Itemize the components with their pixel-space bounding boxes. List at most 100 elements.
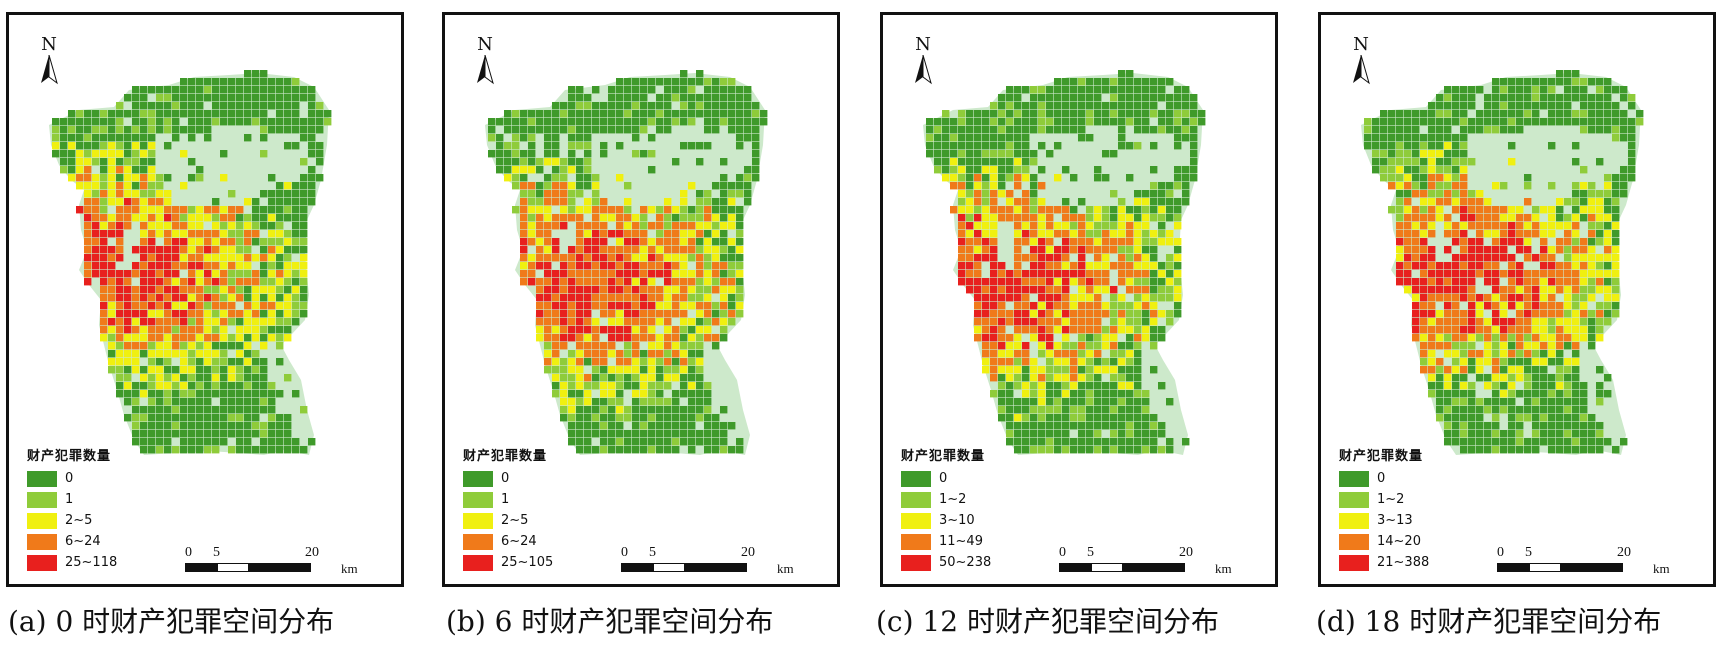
legend-label: 6~24	[501, 534, 537, 549]
legend-item: 0	[1339, 468, 1429, 489]
legend-label: 0	[65, 471, 74, 486]
scale-tick-label: 0	[185, 545, 192, 560]
choropleth-map	[49, 70, 332, 455]
scale-segment	[1059, 563, 1091, 572]
north-arrow: N	[1349, 35, 1373, 89]
legend-item: 14~20	[1339, 531, 1429, 552]
scale-bar: 0 5 20 km	[1059, 545, 1232, 576]
legend-swatch	[901, 491, 931, 508]
scale-segment	[653, 563, 685, 572]
legend-item: 25~118	[27, 552, 117, 573]
legend-swatch	[463, 554, 493, 571]
legend-swatch	[901, 512, 931, 529]
scale-tick-label: 20	[305, 545, 319, 560]
map-panel-d: N 财产犯罪数量 0 1~2 3~13 14~20 21~388 0 5 20 km	[1318, 12, 1716, 587]
north-arrow-icon	[1353, 54, 1370, 85]
scale-tick-label: 20	[741, 545, 755, 560]
legend-swatch	[463, 512, 493, 529]
north-arrow-icon	[477, 54, 494, 85]
legend-label: 14~20	[1377, 534, 1421, 549]
scale-segment	[621, 563, 653, 572]
legend: 财产犯罪数量 0 1~2 3~13 14~20 21~388	[1339, 445, 1429, 573]
legend-title: 财产犯罪数量	[1339, 449, 1424, 464]
legend-swatch	[1339, 470, 1369, 487]
legend-swatch	[1339, 491, 1369, 508]
scale-tick-label: 5	[649, 545, 656, 560]
scale-segment	[1561, 563, 1623, 572]
legend-swatch	[27, 512, 57, 529]
north-arrow-icon	[41, 54, 58, 85]
legend-item: 25~105	[463, 552, 553, 573]
grid-cells	[52, 70, 332, 454]
scale-segment	[1529, 563, 1561, 572]
caption-c: (c) 12 时财产犯罪空间分布	[876, 605, 1219, 638]
scale-segment	[217, 563, 249, 572]
legend-item: 2~5	[463, 510, 553, 531]
legend-title: 财产犯罪数量	[463, 449, 548, 464]
legend-label: 3~10	[939, 513, 975, 528]
legend-swatch	[901, 554, 931, 571]
north-label: N	[1353, 34, 1369, 55]
legend-item: 50~238	[901, 552, 991, 573]
legend-swatch	[27, 554, 57, 571]
legend-title: 财产犯罪数量	[901, 449, 986, 464]
legend-item: 0	[901, 468, 991, 489]
legend-swatch	[901, 470, 931, 487]
caption-d: (d) 18 时财产犯罪空间分布	[1316, 605, 1662, 638]
north-arrow: N	[911, 35, 935, 89]
scale-bar: 0 5 20 km	[1497, 545, 1670, 576]
choropleth-map	[485, 70, 768, 455]
scale-segment	[1497, 563, 1529, 572]
scale-segment	[685, 563, 747, 572]
legend-item: 6~24	[463, 531, 553, 552]
legend-item: 21~388	[1339, 552, 1429, 573]
legend-item: 6~24	[27, 531, 117, 552]
legend-label: 0	[501, 471, 510, 486]
legend-swatch	[463, 470, 493, 487]
scale-tick-label: 5	[1525, 545, 1532, 560]
legend-label: 2~5	[501, 513, 529, 528]
legend-swatch	[1339, 512, 1369, 529]
legend-label: 1~2	[939, 492, 967, 507]
legend-label: 3~13	[1377, 513, 1413, 528]
legend-label: 6~24	[65, 534, 101, 549]
scale-tick-label: 0	[1059, 545, 1066, 560]
legend-label: 25~105	[501, 555, 554, 570]
scale-segment	[1123, 563, 1185, 572]
scale-unit: km	[341, 561, 358, 576]
legend: 财产犯罪数量 0 1 2~5 6~24 25~105	[463, 445, 553, 573]
legend-label: 0	[1377, 471, 1386, 486]
north-label: N	[41, 34, 57, 55]
legend-item: 3~13	[1339, 510, 1429, 531]
legend: 财产犯罪数量 0 1 2~5 6~24 25~118	[27, 445, 117, 573]
scale-tick-label: 0	[1497, 545, 1504, 560]
legend: 财产犯罪数量 0 1~2 3~10 11~49 50~238	[901, 445, 991, 573]
scale-segment	[249, 563, 311, 572]
scale-unit: km	[1215, 561, 1232, 576]
legend-swatch	[901, 533, 931, 550]
legend-label: 11~49	[939, 534, 983, 549]
legend-swatch	[27, 491, 57, 508]
north-arrow-icon	[915, 54, 932, 85]
legend-label: 50~238	[939, 555, 992, 570]
legend-item: 0	[463, 468, 553, 489]
north-label: N	[915, 34, 931, 55]
scale-unit: km	[1653, 561, 1670, 576]
legend-swatch	[463, 491, 493, 508]
legend-label: 21~388	[1377, 555, 1430, 570]
scale-tick-label: 0	[621, 545, 628, 560]
scale-tick-label: 5	[1087, 545, 1094, 560]
north-arrow: N	[473, 35, 497, 89]
legend-label: 25~118	[65, 555, 118, 570]
north-label: N	[477, 34, 493, 55]
caption-a: (a) 0 时财产犯罪空间分布	[8, 605, 335, 638]
legend-item: 1~2	[901, 489, 991, 510]
scale-tick-label: 20	[1617, 545, 1631, 560]
legend-item: 3~10	[901, 510, 991, 531]
grid-cells	[1364, 70, 1644, 454]
legend-item: 11~49	[901, 531, 991, 552]
legend-label: 1~2	[1377, 492, 1405, 507]
legend-swatch	[1339, 554, 1369, 571]
grid-cells	[488, 70, 768, 454]
legend-swatch	[27, 470, 57, 487]
